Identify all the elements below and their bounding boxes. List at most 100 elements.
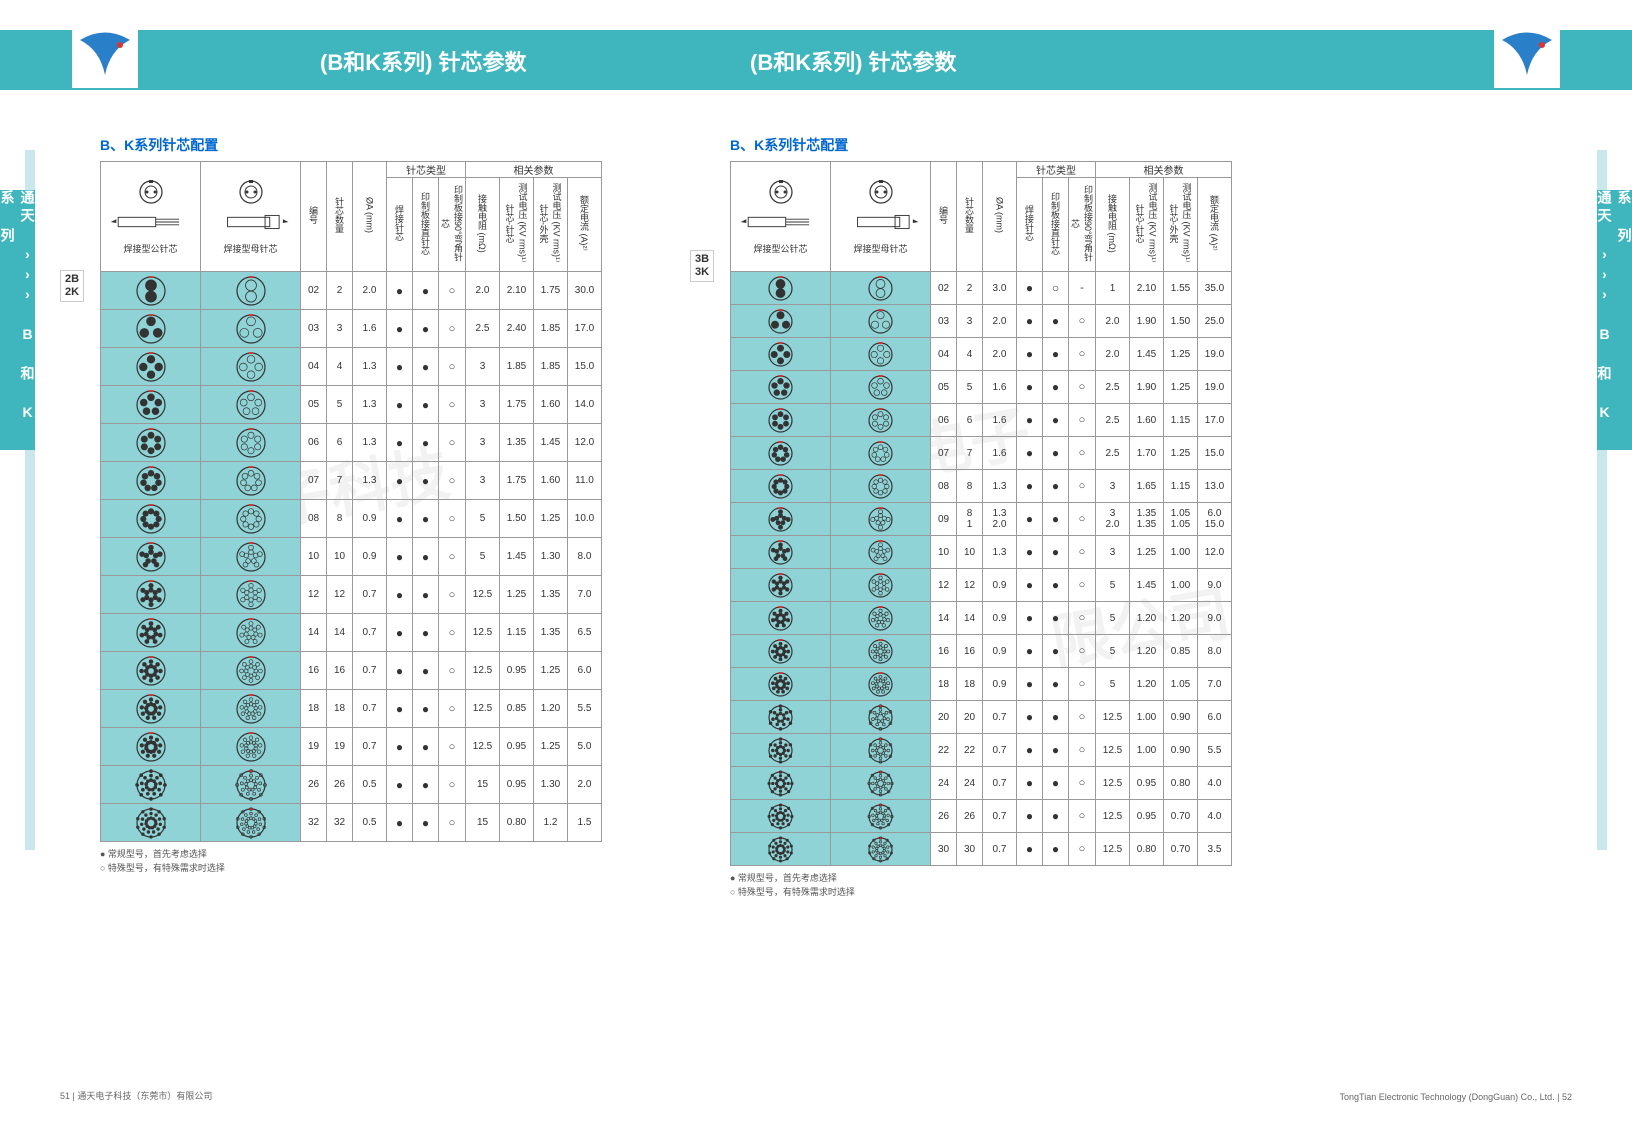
cell-solder: ● <box>387 576 413 614</box>
cell-solder: ● <box>387 424 413 462</box>
cell-current: 17.0 <box>1198 404 1232 437</box>
connector-face-icon <box>767 440 794 467</box>
table-row: 09 81 1.32.0 ● ● ○ 32.0 1.351.35 1.051.0… <box>731 503 1232 536</box>
cell-count: 7 <box>957 437 983 470</box>
cell-pcb-straight: ● <box>413 614 439 652</box>
cell-count: 26 <box>957 800 983 833</box>
cell-code: 03 <box>931 305 957 338</box>
cell-v2: 1.15 <box>1164 470 1198 503</box>
cell-female-face <box>201 424 301 462</box>
cell-male-face <box>731 272 831 305</box>
cell-male-face <box>731 701 831 734</box>
connector-face-icon <box>135 389 167 421</box>
cell-pcb-straight: ● <box>413 576 439 614</box>
cell-v2: 1.85 <box>534 348 568 386</box>
connector-face-icon <box>135 617 167 649</box>
table-row: 12 12 0.9 ● ● ○ 5 1.45 1.00 9.0 <box>731 569 1232 602</box>
cell-v1: 1.35 <box>500 424 534 462</box>
cell-resistance: 3 <box>1096 470 1130 503</box>
col-group-params: 相关参数 <box>466 162 602 178</box>
connector-face-icon <box>235 617 267 649</box>
connector-face-icon <box>135 807 167 839</box>
cell-v2: 1.25 <box>1164 437 1198 470</box>
connector-face-icon <box>867 737 894 764</box>
cell-code: 19 <box>301 728 327 766</box>
connector-face-icon <box>135 275 167 307</box>
cell-v2: 1.25 <box>534 500 568 538</box>
cell-count: 18 <box>327 690 353 728</box>
cell-v2: 0.70 <box>1164 833 1198 866</box>
table-right: 焊接型公针芯 焊接型母针芯 编号 针芯数量 ØA (mm) 针芯类型 相关参数 … <box>730 161 1232 866</box>
connector-face-icon <box>767 836 794 863</box>
cell-pcb-90: ○ <box>439 728 466 766</box>
cell-resistance: 5 <box>1096 602 1130 635</box>
cell-v2: 0.90 <box>1164 734 1198 767</box>
cell-male-face <box>101 728 201 766</box>
cell-pcb-90: - <box>1069 272 1096 305</box>
cell-v2: 1.25 <box>1164 371 1198 404</box>
table-row: 18 18 0.7 ● ● ○ 12.5 0.85 1.20 5.5 <box>101 690 602 728</box>
cell-female-face <box>201 538 301 576</box>
connector-face-icon <box>135 465 167 497</box>
connector-face-icon <box>235 313 267 345</box>
cell-male-face <box>731 404 831 437</box>
logo-left <box>70 20 140 90</box>
cell-pcb-straight: ● <box>1043 767 1069 800</box>
col-pcb-90: 印制板接90°弯角针芯 <box>1069 178 1095 268</box>
col-pcb-90: 印制板接90°弯角针芯 <box>439 178 465 268</box>
cell-dia: 1.3 <box>353 424 387 462</box>
cell-count: 14 <box>327 614 353 652</box>
cell-code: 30 <box>931 833 957 866</box>
cell-pcb-90: ○ <box>1069 635 1096 668</box>
cell-resistance: 12.5 <box>1096 767 1130 800</box>
cell-current: 35.0 <box>1198 272 1232 305</box>
cell-dia: 1.32.0 <box>983 503 1017 536</box>
col-solder: 焊接针芯 <box>393 178 406 268</box>
cell-v2: 1.051.05 <box>1164 503 1198 536</box>
connector-face-icon <box>767 572 794 599</box>
cell-male-face <box>731 800 831 833</box>
cell-code: 32 <box>301 804 327 842</box>
table-row: 07 7 1.6 ● ● ○ 2.5 1.70 1.25 15.0 <box>731 437 1232 470</box>
cell-female-face <box>831 602 931 635</box>
cell-dia: 1.6 <box>353 310 387 348</box>
connector-face-icon <box>867 341 894 368</box>
cell-code: 07 <box>301 462 327 500</box>
cell-current: 2.0 <box>568 766 602 804</box>
cell-solder: ● <box>387 766 413 804</box>
cell-dia: 1.3 <box>353 386 387 424</box>
cell-count: 32 <box>327 804 353 842</box>
cell-count: 26 <box>327 766 353 804</box>
cell-pcb-straight: ● <box>1043 470 1069 503</box>
cell-male-face <box>731 635 831 668</box>
connector-face-icon <box>767 341 794 368</box>
cell-resistance: 2.0 <box>1096 338 1130 371</box>
cell-current: 10.0 <box>568 500 602 538</box>
cell-v1: 1.00 <box>1130 701 1164 734</box>
connector-face-icon <box>235 541 267 573</box>
cell-code: 02 <box>301 272 327 310</box>
cell-solder: ● <box>387 728 413 766</box>
cell-pcb-90: ○ <box>439 500 466 538</box>
cell-male-face <box>731 602 831 635</box>
cell-solder: ● <box>387 614 413 652</box>
table-row: 04 4 2.0 ● ● ○ 2.0 1.45 1.25 19.0 <box>731 338 1232 371</box>
cell-pcb-straight: ● <box>413 424 439 462</box>
cell-male-face <box>101 310 201 348</box>
cell-current: 9.0 <box>1198 569 1232 602</box>
col-count: 针芯数量 <box>333 170 346 260</box>
cell-dia: 2.0 <box>353 272 387 310</box>
cell-v1: 1.20 <box>1130 602 1164 635</box>
cell-v1: 2.40 <box>500 310 534 348</box>
cell-resistance: 12.5 <box>466 690 500 728</box>
cell-dia: 1.6 <box>983 437 1017 470</box>
cell-current: 12.0 <box>1198 536 1232 569</box>
col-test-v-shell: 测试电压 (KV rms)¹⁾ 针芯-外壳 <box>1168 178 1194 268</box>
cell-pcb-straight: ● <box>1043 338 1069 371</box>
cell-dia: 0.7 <box>983 767 1017 800</box>
table-row: 06 6 1.3 ● ● ○ 3 1.35 1.45 12.0 <box>101 424 602 462</box>
cell-pcb-straight: ● <box>1043 371 1069 404</box>
connector-face-icon <box>867 572 894 599</box>
cell-count: 16 <box>957 635 983 668</box>
cell-v1: 1.50 <box>500 500 534 538</box>
